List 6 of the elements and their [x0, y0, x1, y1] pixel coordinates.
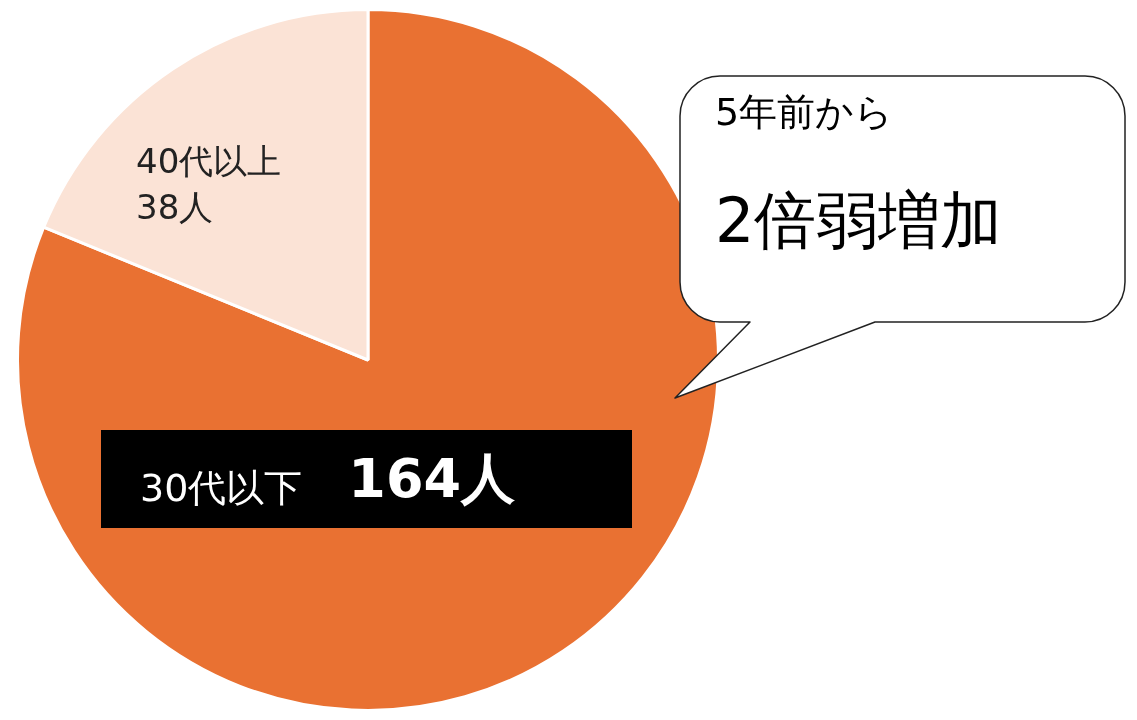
text: 2倍弱増加	[715, 184, 1003, 259]
slice-label: 40代以上	[136, 140, 282, 181]
data-label: 164人	[348, 447, 516, 511]
text: 5年前から	[715, 90, 894, 136]
data-label: 38人	[136, 186, 214, 227]
slice-label: 30代以下	[140, 465, 303, 510]
